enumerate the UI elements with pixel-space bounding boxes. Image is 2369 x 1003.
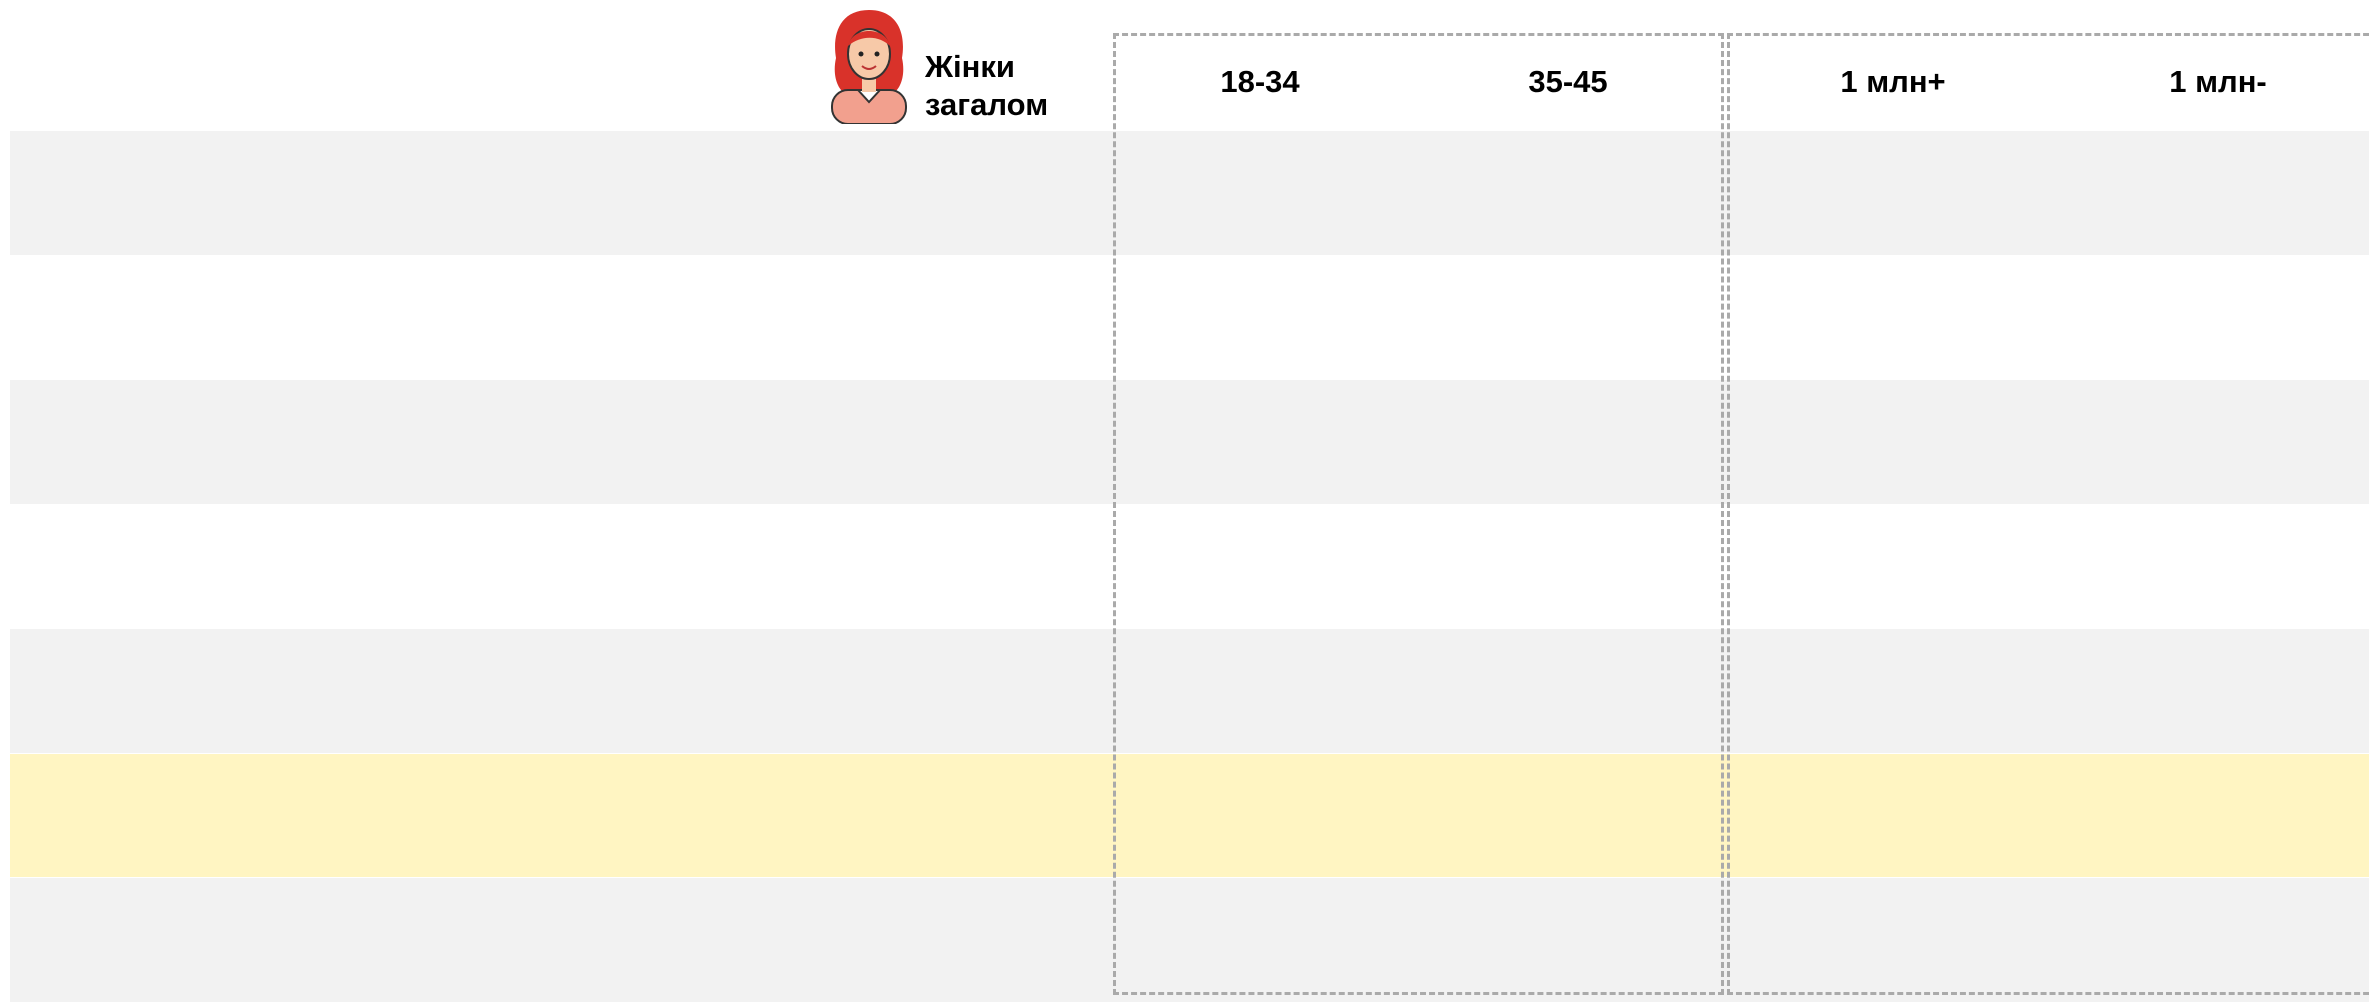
page: 1 млн-6%34%6%11%18%13%14%1 млн+1%23%4%10… <box>0 0 2369 997</box>
woman-icon <box>826 6 912 124</box>
group-box <box>1727 33 2369 995</box>
column-header: Жінки загалом <box>925 48 1065 124</box>
group-box <box>1113 33 1724 995</box>
